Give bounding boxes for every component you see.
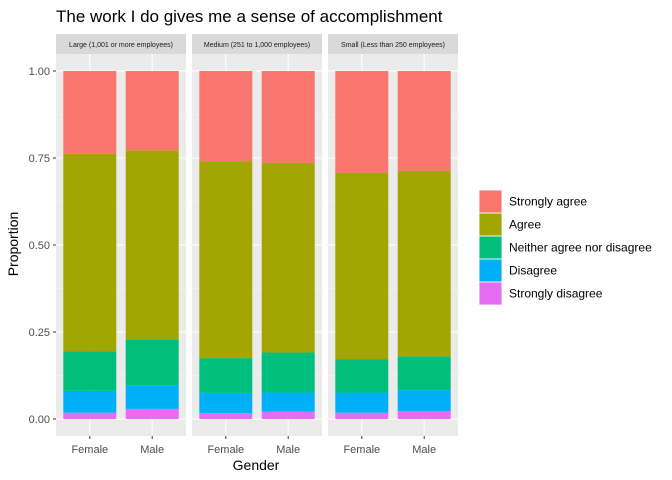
bar-segment xyxy=(397,410,451,419)
facet-label: Small (Less than 250 employees) xyxy=(341,42,445,49)
facet-strip xyxy=(328,34,458,54)
legend-label: Disagree xyxy=(509,264,557,278)
legend-swatch xyxy=(479,213,502,236)
x-axis-title: Gender xyxy=(233,457,280,473)
facet-label: Large (1,001 or more employees) xyxy=(69,42,173,49)
bar-segment xyxy=(63,153,117,352)
bar-segment xyxy=(335,71,389,173)
bar-segment xyxy=(261,411,315,419)
y-tick-label: 1.00 xyxy=(29,66,50,78)
x-tick-label: Female xyxy=(207,444,244,456)
bar-segment xyxy=(261,392,315,412)
y-tick-label: 0.75 xyxy=(29,153,50,165)
facet-strip xyxy=(192,34,322,54)
bar-segment xyxy=(63,390,117,413)
bar-segment xyxy=(199,71,253,162)
legend-item: Strongly agree xyxy=(479,190,587,213)
bar-segment xyxy=(125,385,179,409)
bar-segment xyxy=(335,392,389,413)
bar-segment xyxy=(63,351,117,391)
legend-swatch xyxy=(479,259,502,282)
legend-item: Neither agree nor disagree xyxy=(479,236,652,259)
legend-label: Strongly disagree xyxy=(509,287,603,301)
x-tick-label: Male xyxy=(412,444,436,456)
legend-item: Disagree xyxy=(479,259,557,282)
bar-segment xyxy=(261,162,315,353)
bar-segment xyxy=(261,352,315,393)
bar-segment xyxy=(125,71,179,151)
legend-item: Agree xyxy=(479,213,541,236)
legend-label: Neither agree nor disagree xyxy=(509,241,652,255)
bar-segment xyxy=(335,412,389,419)
bar-segment xyxy=(199,358,253,393)
facet-strip xyxy=(56,34,186,54)
bar-segment xyxy=(397,71,451,171)
facet-label: Medium (251 to 1,000 employees) xyxy=(204,42,310,49)
bar-segment xyxy=(397,390,451,411)
legend-swatch xyxy=(479,282,502,305)
x-tick-label: Female xyxy=(71,444,108,456)
bar-segment xyxy=(125,339,179,386)
y-tick-label: 0.50 xyxy=(29,240,50,252)
facet-panel: Large (1,001 or more employees) Female Mal… xyxy=(56,34,186,456)
y-tick-label: 0.00 xyxy=(29,414,50,426)
legend-swatch xyxy=(479,236,502,259)
legend-item: Strongly disagree xyxy=(479,282,603,305)
bar-segment xyxy=(199,392,253,414)
y-tick-label: 0.25 xyxy=(29,327,50,339)
bar-segment xyxy=(397,356,451,391)
x-tick-label: Male xyxy=(140,444,164,456)
bar-segment xyxy=(63,412,117,419)
bar-segment xyxy=(125,150,179,340)
y-axis-title: Proportion xyxy=(5,212,21,277)
facet-panel: Medium (251 to 1,000 employees) Female Mal… xyxy=(192,34,322,456)
facet-panel: Small (Less than 250 employees) Female Mal… xyxy=(328,34,458,456)
bar-segment xyxy=(199,161,253,359)
bar-segment xyxy=(261,71,315,163)
x-tick-label: Male xyxy=(276,444,300,456)
bar-segment xyxy=(63,71,117,154)
bar-segment xyxy=(199,413,253,419)
legend-label: Strongly agree xyxy=(509,195,587,209)
bar-segment xyxy=(335,172,389,360)
x-tick-label: Female xyxy=(343,444,380,456)
bar-segment xyxy=(125,408,179,419)
chart-title: The work I do gives me a sense of accomp… xyxy=(56,7,443,26)
bar-segment xyxy=(335,359,389,393)
bar-segment xyxy=(397,170,451,357)
legend-label: Agree xyxy=(509,218,541,232)
legend-swatch xyxy=(479,190,502,213)
